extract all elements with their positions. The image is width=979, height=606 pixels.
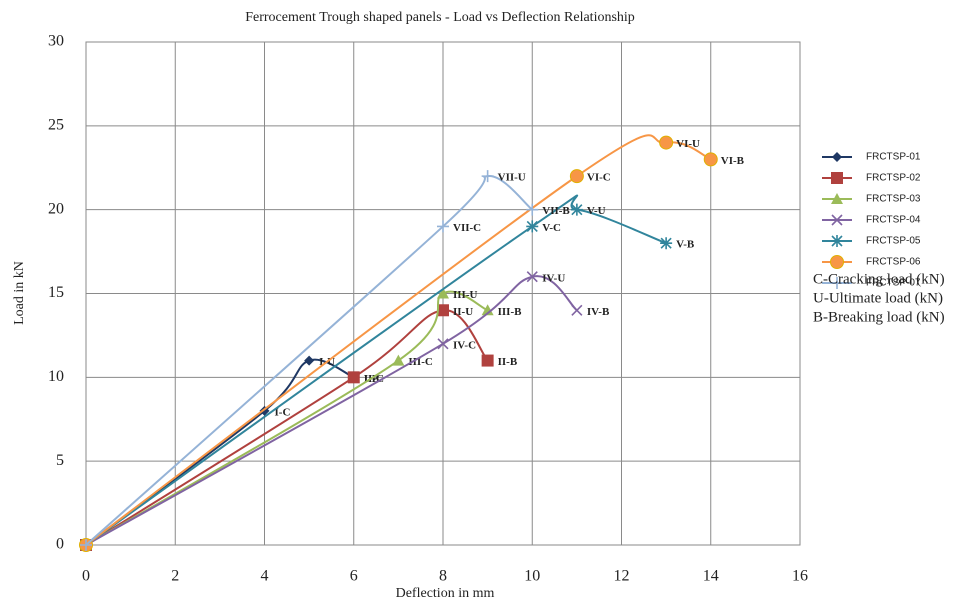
series-line bbox=[85, 134, 712, 546]
marker bbox=[526, 220, 539, 233]
marker bbox=[831, 172, 843, 184]
series-line bbox=[85, 309, 489, 546]
x-tick-label: 16 bbox=[792, 568, 808, 585]
point-label: IV-C bbox=[453, 339, 476, 351]
marker bbox=[80, 539, 92, 551]
note: C-Cracking load (kN) bbox=[813, 271, 945, 287]
x-tick-label: 6 bbox=[350, 568, 358, 585]
legend-label: FRCTSP-07 bbox=[866, 278, 921, 289]
y-tick-label: 20 bbox=[48, 200, 64, 217]
marker bbox=[437, 304, 449, 317]
y-tick-label: 10 bbox=[48, 368, 64, 385]
x-tick-label: 2 bbox=[171, 568, 179, 585]
point-label: III-C bbox=[408, 356, 433, 368]
marker bbox=[830, 255, 844, 269]
point-label: V-B bbox=[676, 239, 695, 251]
legend-label: FRCTSP-06 bbox=[866, 257, 921, 268]
point-label: II-U bbox=[453, 306, 473, 318]
marker bbox=[570, 203, 583, 216]
x-axis-label: Deflection in mm bbox=[396, 586, 495, 601]
point-label: VI-U bbox=[676, 138, 700, 150]
point-label: IV-U bbox=[542, 272, 565, 284]
marker bbox=[347, 371, 360, 384]
note: B-Breaking load (kN) bbox=[813, 309, 945, 325]
x-tick-label: 8 bbox=[439, 568, 447, 585]
legend-label: FRCTSP-02 bbox=[866, 173, 921, 184]
point-label: VI-C bbox=[587, 172, 611, 184]
point-label: III-U bbox=[453, 289, 478, 301]
marker bbox=[437, 220, 449, 233]
legend-label: FRCTSP-05 bbox=[866, 236, 921, 247]
y-axis-label: Load in kN bbox=[12, 261, 27, 325]
marker bbox=[569, 169, 584, 184]
marker bbox=[481, 170, 494, 183]
marker bbox=[571, 304, 583, 316]
point-label: I-C bbox=[275, 406, 291, 418]
marker bbox=[703, 152, 718, 167]
x-tick-label: 0 bbox=[82, 568, 90, 585]
x-tick-label: 14 bbox=[703, 568, 719, 585]
legend-label: FRCTSP-04 bbox=[866, 215, 921, 226]
marker bbox=[392, 354, 405, 366]
marker bbox=[526, 271, 538, 283]
chart-title: Ferrocement Trough shaped panels - Load … bbox=[245, 10, 635, 25]
marker bbox=[660, 237, 673, 250]
y-tick-label: 15 bbox=[48, 284, 64, 301]
x-tick-label: 4 bbox=[261, 568, 269, 585]
legend-label: FRCTSP-03 bbox=[866, 194, 921, 205]
legend-label: FRCTSP-01 bbox=[866, 152, 921, 163]
point-label: V-C bbox=[542, 222, 561, 234]
y-tick-label: 5 bbox=[56, 452, 64, 469]
point-label: V-U bbox=[587, 205, 606, 217]
point-label: VI-B bbox=[721, 155, 745, 167]
x-tick-label: 10 bbox=[524, 568, 540, 585]
marker bbox=[659, 135, 674, 150]
note: U-Ultimate load (kN) bbox=[813, 290, 943, 306]
y-tick-label: 30 bbox=[48, 33, 64, 50]
marker bbox=[437, 338, 449, 350]
series-line bbox=[85, 194, 667, 546]
marker bbox=[304, 355, 315, 366]
marker bbox=[437, 287, 449, 299]
marker bbox=[831, 214, 843, 226]
marker bbox=[831, 235, 843, 247]
x-tick-label: 12 bbox=[614, 568, 630, 585]
marker bbox=[832, 152, 842, 162]
y-tick-label: 0 bbox=[56, 536, 64, 553]
marker bbox=[526, 203, 539, 216]
marker bbox=[481, 304, 494, 316]
point-label: VII-U bbox=[498, 172, 526, 184]
point-label: VII-B bbox=[542, 205, 570, 217]
point-label: III-B bbox=[498, 306, 523, 318]
y-tick-label: 25 bbox=[48, 117, 64, 134]
marker bbox=[831, 193, 843, 204]
point-label: VII-C bbox=[453, 222, 481, 234]
marker bbox=[481, 354, 494, 367]
marker bbox=[831, 277, 843, 289]
point-label: II-B bbox=[498, 356, 518, 368]
point-label: IV-B bbox=[587, 306, 610, 318]
